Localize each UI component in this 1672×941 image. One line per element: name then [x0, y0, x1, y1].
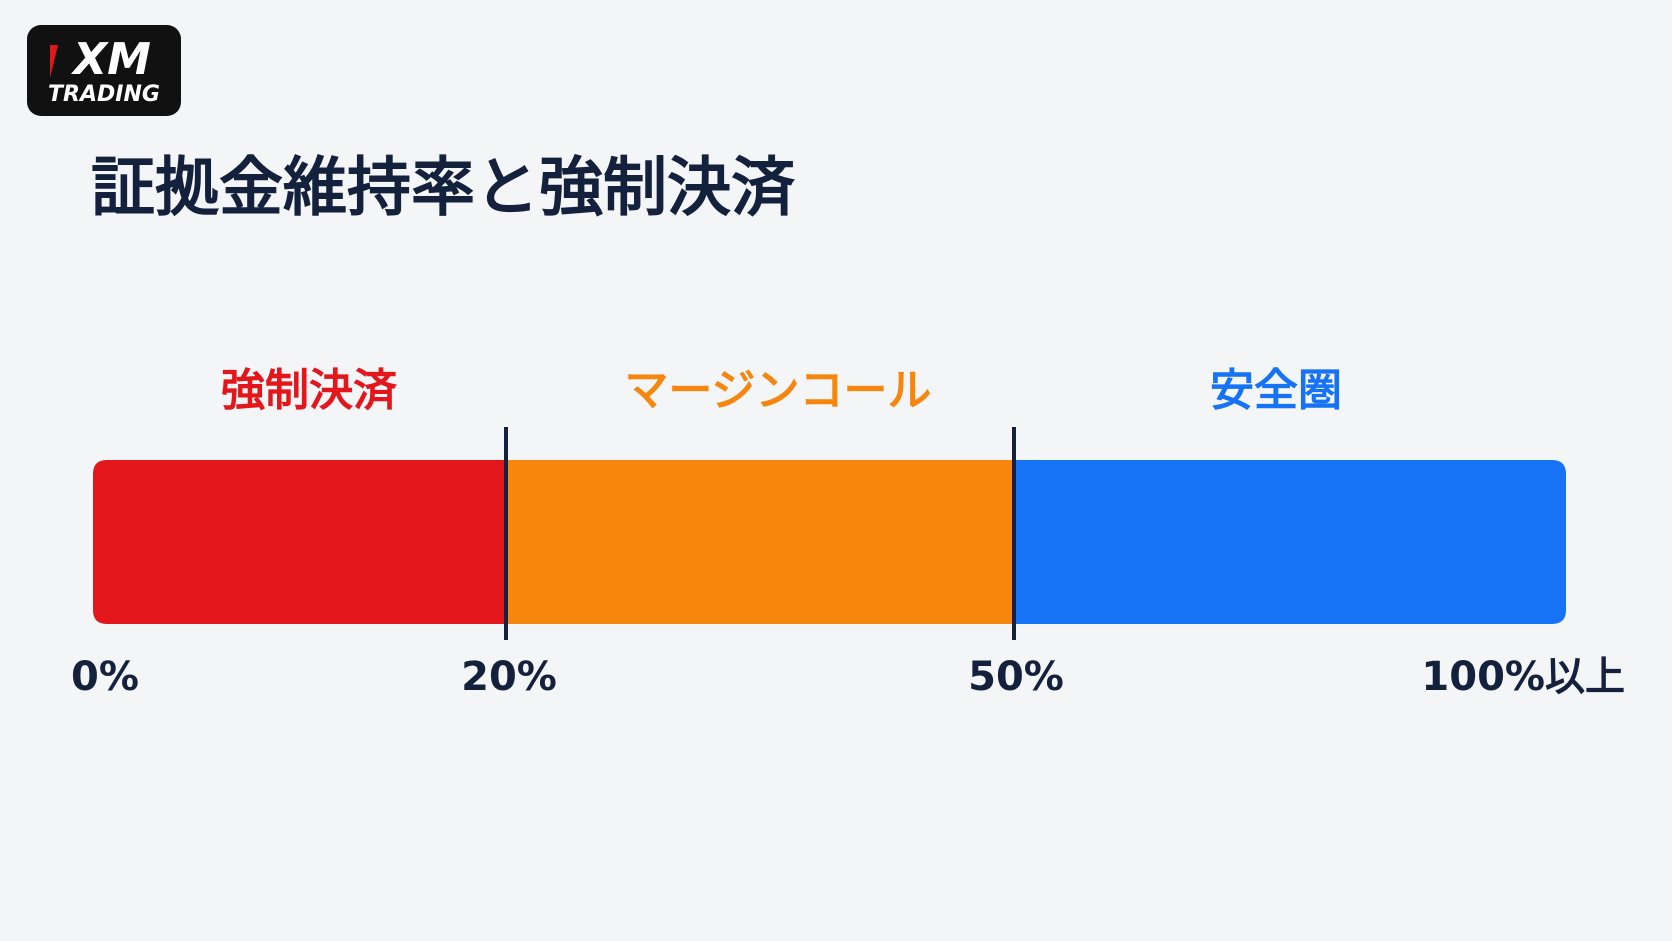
- scale-label: 50%: [968, 654, 1064, 700]
- logo: XM TRADING: [27, 25, 181, 116]
- logo-brand: XM: [70, 34, 151, 85]
- zone-bar: [1013, 460, 1566, 624]
- logo-accent: [50, 45, 58, 78]
- title: 証拠金維持率と強制決済: [91, 152, 796, 226]
- zone-label: 安全圏: [1210, 365, 1342, 416]
- zone-label: マージンコール: [624, 365, 931, 416]
- scale-label: 100%以上: [1421, 654, 1625, 700]
- zone-bar: [505, 460, 1013, 624]
- scale-label: 0%: [71, 654, 139, 700]
- zone-bar: [93, 460, 505, 624]
- scale-label: 20%: [461, 654, 557, 700]
- logo-sub: TRADING: [48, 82, 160, 107]
- logo-box: [27, 25, 181, 116]
- zone-label: 強制決済: [221, 365, 398, 416]
